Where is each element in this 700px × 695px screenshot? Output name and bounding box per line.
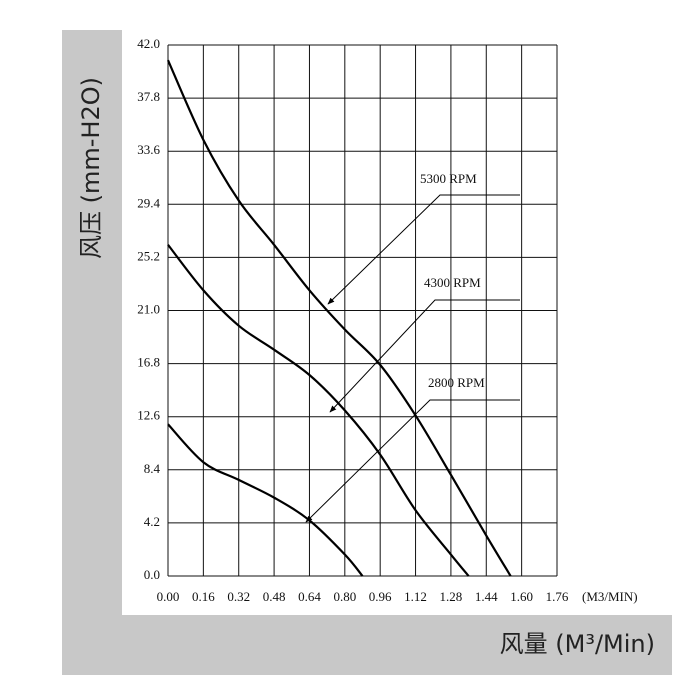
x-tick-label: 0.32	[227, 589, 250, 604]
x-tick-label: 0.00	[157, 589, 180, 604]
y-tick-label: 29.4	[137, 195, 160, 210]
x-tick-label: 0.48	[263, 589, 286, 604]
x-tick-label: 1.60	[510, 589, 533, 604]
x-tick-label: 1.12	[404, 589, 427, 604]
series-line	[167, 423, 364, 577]
x-tick-label: 0.80	[333, 589, 356, 604]
y-tick-label: 4.2	[144, 514, 160, 529]
axis-band	[62, 615, 672, 675]
series-label: 2800 RPM	[428, 375, 485, 390]
series-label: 5300 RPM	[420, 171, 477, 186]
series-line	[167, 244, 470, 577]
series-label: 4300 RPM	[424, 275, 481, 290]
series-line	[166, 59, 512, 577]
y-tick-label: 25.2	[137, 248, 160, 263]
y-axis-title: 风压 (mm-H2O)	[77, 77, 105, 259]
y-tick-label: 21.0	[137, 301, 160, 316]
y-tick-label: 37.8	[137, 89, 160, 104]
x-tick-label: 1.44	[475, 589, 498, 604]
leader-line	[305, 399, 520, 523]
leader-line	[327, 194, 520, 305]
y-tick-label: 0.0	[144, 567, 160, 582]
y-tick-label: 16.8	[137, 355, 160, 370]
x-unit-label: (M3/MIN)	[582, 589, 638, 604]
leader-line	[329, 299, 520, 413]
y-tick-label: 12.6	[137, 408, 160, 423]
x-tick-label: 0.16	[192, 589, 215, 604]
x-tick-label: 0.96	[369, 589, 392, 604]
y-tick-label: 33.6	[137, 142, 160, 157]
axis-band	[62, 30, 122, 675]
y-tick-label: 8.4	[144, 461, 161, 476]
y-tick-label: 42.0	[137, 36, 160, 51]
x-axis-title: 风量 (M³/Min)	[500, 630, 655, 658]
x-tick-label: 1.28	[440, 589, 463, 604]
x-tick-label: 1.76	[546, 589, 569, 604]
x-tick-label: 0.64	[298, 589, 321, 604]
